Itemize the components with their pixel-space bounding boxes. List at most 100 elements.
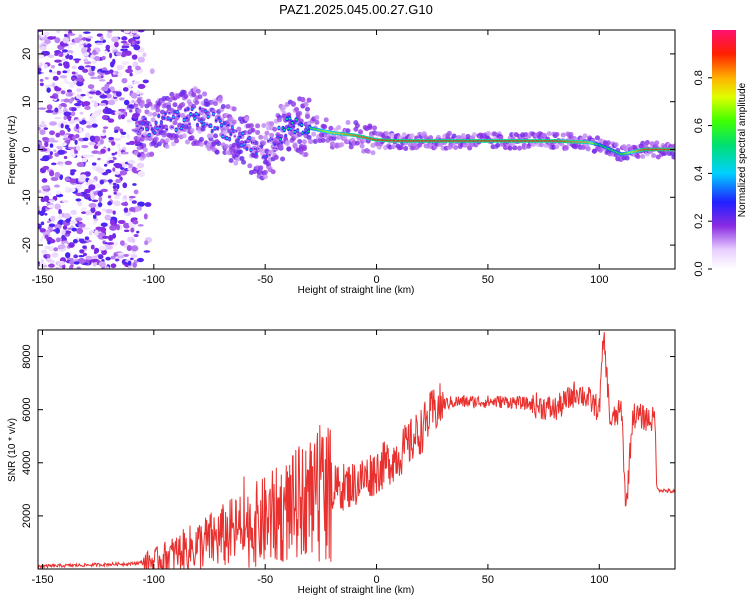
heat-cell	[116, 64, 123, 71]
heat-cell	[105, 208, 113, 214]
heat-cell	[213, 101, 219, 107]
heat-cell	[113, 222, 118, 227]
heat-cell	[62, 225, 68, 230]
snr-y-label: SNR (10 * v/v)	[7, 418, 18, 482]
heat-cell	[168, 111, 171, 114]
heat-cell	[58, 208, 62, 215]
heat-cell	[61, 58, 67, 62]
heat-cell	[60, 123, 64, 129]
heat-cell	[354, 140, 360, 146]
heat-cell	[189, 135, 195, 141]
heat-cell	[132, 220, 139, 225]
heat-cell	[136, 40, 140, 45]
heat-cell	[137, 224, 144, 227]
heat-cell	[132, 34, 140, 38]
heat-cell	[174, 133, 180, 139]
heat-cell	[320, 137, 326, 143]
heat-cell	[149, 68, 155, 75]
heat-cell	[93, 102, 99, 108]
heat-cell	[56, 70, 61, 76]
heat-cell	[253, 147, 257, 150]
heat-cell	[143, 250, 151, 253]
heat-cell	[300, 123, 303, 126]
heat-cell	[197, 113, 201, 116]
heat-cell	[279, 138, 282, 141]
heat-cell	[78, 127, 83, 134]
heat-cell	[280, 141, 283, 144]
heat-cell	[372, 125, 378, 131]
heat-cell	[131, 238, 136, 244]
heat-cell	[293, 130, 297, 133]
heat-cell	[153, 136, 159, 142]
heat-cell	[46, 257, 52, 263]
heat-cell	[123, 229, 130, 233]
heat-cell	[206, 115, 210, 118]
heat-cell	[239, 135, 242, 138]
heat-cell	[82, 37, 87, 41]
heat-cell	[101, 86, 109, 92]
heat-cell	[94, 211, 102, 216]
heat-cell	[133, 189, 139, 195]
heat-cell	[139, 136, 145, 142]
heat-cell	[59, 130, 66, 136]
heat-cell	[161, 132, 167, 138]
heat-cell	[105, 44, 111, 50]
heat-cell	[42, 155, 50, 162]
snr-series-line	[38, 332, 675, 569]
heat-cell	[651, 153, 657, 159]
heat-cell	[90, 207, 96, 213]
heat-cell	[568, 131, 574, 137]
heat-cell	[300, 97, 306, 103]
heat-cell	[204, 110, 207, 113]
heat-cell	[613, 142, 619, 148]
heat-cell	[67, 127, 71, 132]
heat-cell	[133, 150, 139, 156]
heat-cell	[292, 125, 295, 128]
heat-cell	[198, 141, 204, 147]
heat-cell	[104, 83, 110, 88]
heat-cell	[446, 130, 452, 136]
heat-cell	[384, 131, 390, 137]
heat-cell	[311, 131, 317, 137]
heat-cell	[102, 129, 107, 134]
heat-cell	[78, 44, 84, 48]
heat-cell	[46, 192, 52, 196]
heat-cell	[266, 161, 272, 167]
heat-cell	[63, 213, 71, 219]
heat-cell	[222, 130, 228, 136]
heat-cell	[50, 140, 59, 143]
heat-cell	[55, 132, 61, 138]
heat-cell	[66, 68, 70, 74]
heat-cell	[50, 215, 56, 222]
heat-cell	[112, 74, 119, 78]
heat-cell	[181, 124, 184, 127]
heat-cell	[130, 227, 135, 233]
heat-cell	[267, 139, 270, 142]
heat-cell	[91, 60, 97, 65]
heat-cell	[64, 186, 69, 192]
heat-cell	[63, 98, 70, 103]
heat-cell	[74, 133, 80, 139]
heat-cell	[89, 258, 98, 263]
heat-cell	[185, 117, 188, 120]
heat-cell	[120, 48, 128, 52]
heat-cell	[42, 50, 51, 56]
heat-cell	[114, 163, 123, 169]
heat-cell	[76, 145, 81, 152]
heat-cell	[582, 133, 588, 139]
heat-cell	[122, 182, 128, 189]
heat-cell	[57, 149, 65, 155]
heat-cell	[305, 114, 310, 120]
heat-cell	[303, 152, 309, 158]
heat-cell	[74, 119, 83, 122]
heat-cell	[109, 61, 115, 68]
heat-cell	[172, 120, 178, 126]
heat-cell	[107, 30, 113, 34]
heat-cell	[106, 242, 115, 245]
heat-cell	[644, 140, 650, 146]
heat-cell	[85, 255, 93, 260]
heat-cell	[40, 221, 45, 226]
heat-cell	[88, 96, 93, 99]
heat-cell	[233, 135, 237, 138]
heat-cell	[304, 129, 307, 132]
